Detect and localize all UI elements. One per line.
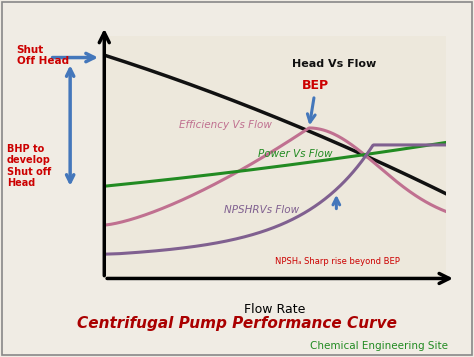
Text: Head Vs Flow: Head Vs Flow [292, 59, 376, 69]
Text: BHP to
develop
Shut off
Head: BHP to develop Shut off Head [7, 144, 51, 188]
Text: NPSHRVs Flow: NPSHRVs Flow [224, 205, 299, 215]
Text: Flow Rate: Flow Rate [244, 303, 306, 316]
Text: Chemical Engineering Site: Chemical Engineering Site [310, 341, 448, 351]
Text: NPSHₐ Sharp rise beyond BEP: NPSHₐ Sharp rise beyond BEP [275, 257, 400, 266]
Text: Shut
Off Head: Shut Off Head [17, 45, 69, 66]
Text: Efficiency Vs Flow: Efficiency Vs Flow [179, 120, 272, 130]
Text: Centrifugal Pump Performance Curve: Centrifugal Pump Performance Curve [77, 316, 397, 331]
Text: BEP: BEP [302, 79, 329, 122]
Text: Power Vs Flow: Power Vs Flow [258, 149, 332, 159]
